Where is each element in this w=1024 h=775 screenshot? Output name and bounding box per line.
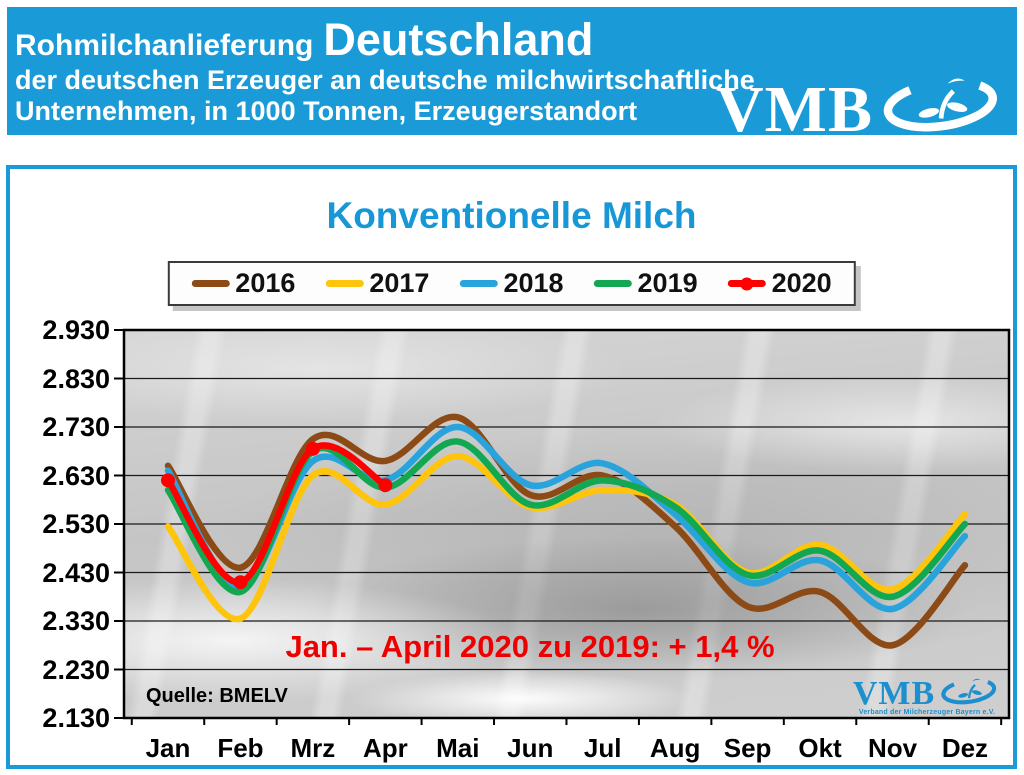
x-axis-label-Jan: Jan: [145, 733, 191, 763]
chart-title: Konventionelle Milch: [326, 195, 697, 236]
legend-marker-dot: [740, 277, 754, 290]
y-axis-label: 2.730: [42, 412, 110, 442]
legend-swatch-2016: [191, 280, 230, 287]
legend-label-2019: 2019: [637, 268, 698, 298]
y-axis-label: 2.530: [42, 509, 110, 539]
legend-item-2018: 2018: [459, 268, 564, 299]
y-axis-label: 2.630: [42, 460, 110, 491]
y-axis-label: 2.830: [42, 363, 110, 394]
legend-item-2020: 2020: [727, 268, 832, 299]
plot-border: [122, 328, 1011, 720]
x-axis-label-Aug: Aug: [649, 733, 701, 763]
legend-swatch-2018: [459, 280, 498, 287]
x-axis-label-Jun: Jun: [507, 733, 554, 763]
data-point-2020: [161, 473, 175, 488]
series-lines: [161, 413, 969, 649]
legend-label-2017: 2017: [369, 268, 430, 298]
legend-label-2018: 2018: [503, 268, 564, 298]
source-note: Quelle: BMELV: [146, 685, 288, 707]
header-title: Rohmilchanlieferung Deutschland: [15, 14, 755, 65]
x-axis-label-Dez: Dez: [941, 733, 989, 763]
x-axis-label-Okt: Okt: [798, 733, 842, 763]
vmb-watermark-swoosh-icon: [939, 678, 1001, 710]
legend-swatch-2020: [727, 277, 766, 290]
vmb-watermark-subtext: Verband der Milcherzeuger Bayern e.V.: [858, 709, 996, 716]
header-subtitle-line2: Unternehmen, in 1000 Tonnen, Erzeugersta…: [15, 95, 638, 126]
vmb-watermark-text: VMB: [852, 675, 936, 712]
x-axis-label-Mai: Mai: [436, 733, 480, 763]
header-text: Rohmilchanlieferung Deutschland der deuts…: [15, 14, 755, 126]
x-axis-label-Jul: Jul: [583, 733, 622, 763]
header-band: Rohmilchanlieferung Deutschland der deuts…: [7, 7, 1017, 143]
vmb-watermark-row: VMB: [842, 677, 1012, 711]
legend-item-2017: 2017: [325, 268, 429, 299]
legend-label-2020: 2020: [771, 268, 832, 298]
x-axis-label-Nov: Nov: [867, 733, 918, 763]
vmb-swoosh-icon: [879, 77, 1007, 143]
chart-box: Konventionelle Milch 2016 2017 2018 2019 202…: [6, 165, 1017, 769]
chart-legend: 2016 2017 2018 2019 2020: [167, 261, 856, 306]
legend-item-2019: 2019: [593, 268, 698, 299]
header-title-small: Rohmilchanlieferung: [15, 29, 314, 62]
data-point-2020: [305, 441, 320, 456]
legend-label-2016: 2016: [235, 268, 296, 298]
x-axis-label-Apr: Apr: [362, 733, 408, 763]
header-subtitle-line1: der deutschen Erzeuger an deutsche milch…: [15, 65, 755, 96]
y-axis-label: 2.230: [42, 654, 110, 685]
y-axis-label: 2.130: [42, 703, 110, 733]
plot-area: [114, 328, 1011, 725]
y-axis-label: 2.930: [42, 315, 110, 345]
series-line-2020: [164, 442, 389, 586]
y-axis-label: 2.430: [42, 557, 110, 588]
x-axis-label-Sep: Sep: [723, 733, 772, 763]
y-axis-label: 2.330: [42, 606, 110, 636]
series-line-2016: [164, 413, 969, 649]
x-axis-label-Mrz: Mrz: [290, 733, 336, 763]
legend-item-2016: 2016: [191, 268, 295, 299]
data-point-2020: [378, 478, 393, 493]
legend-swatch-2017: [325, 280, 364, 287]
data-point-2020: [233, 575, 248, 590]
legend-swatch-2019: [593, 280, 632, 287]
vmb-logo-text: VMB: [716, 73, 873, 146]
x-axis-label-Feb: Feb: [217, 733, 264, 763]
vmb-logo: VMB: [716, 77, 1007, 143]
annotation-text: Jan. – April 2020 zu 2019: + 1,4 %: [285, 629, 775, 664]
header-title-large: Deutschland: [323, 14, 594, 65]
vmb-watermark: VMB Verband der Milcherzeuger Bayern e.V…: [842, 677, 1012, 716]
